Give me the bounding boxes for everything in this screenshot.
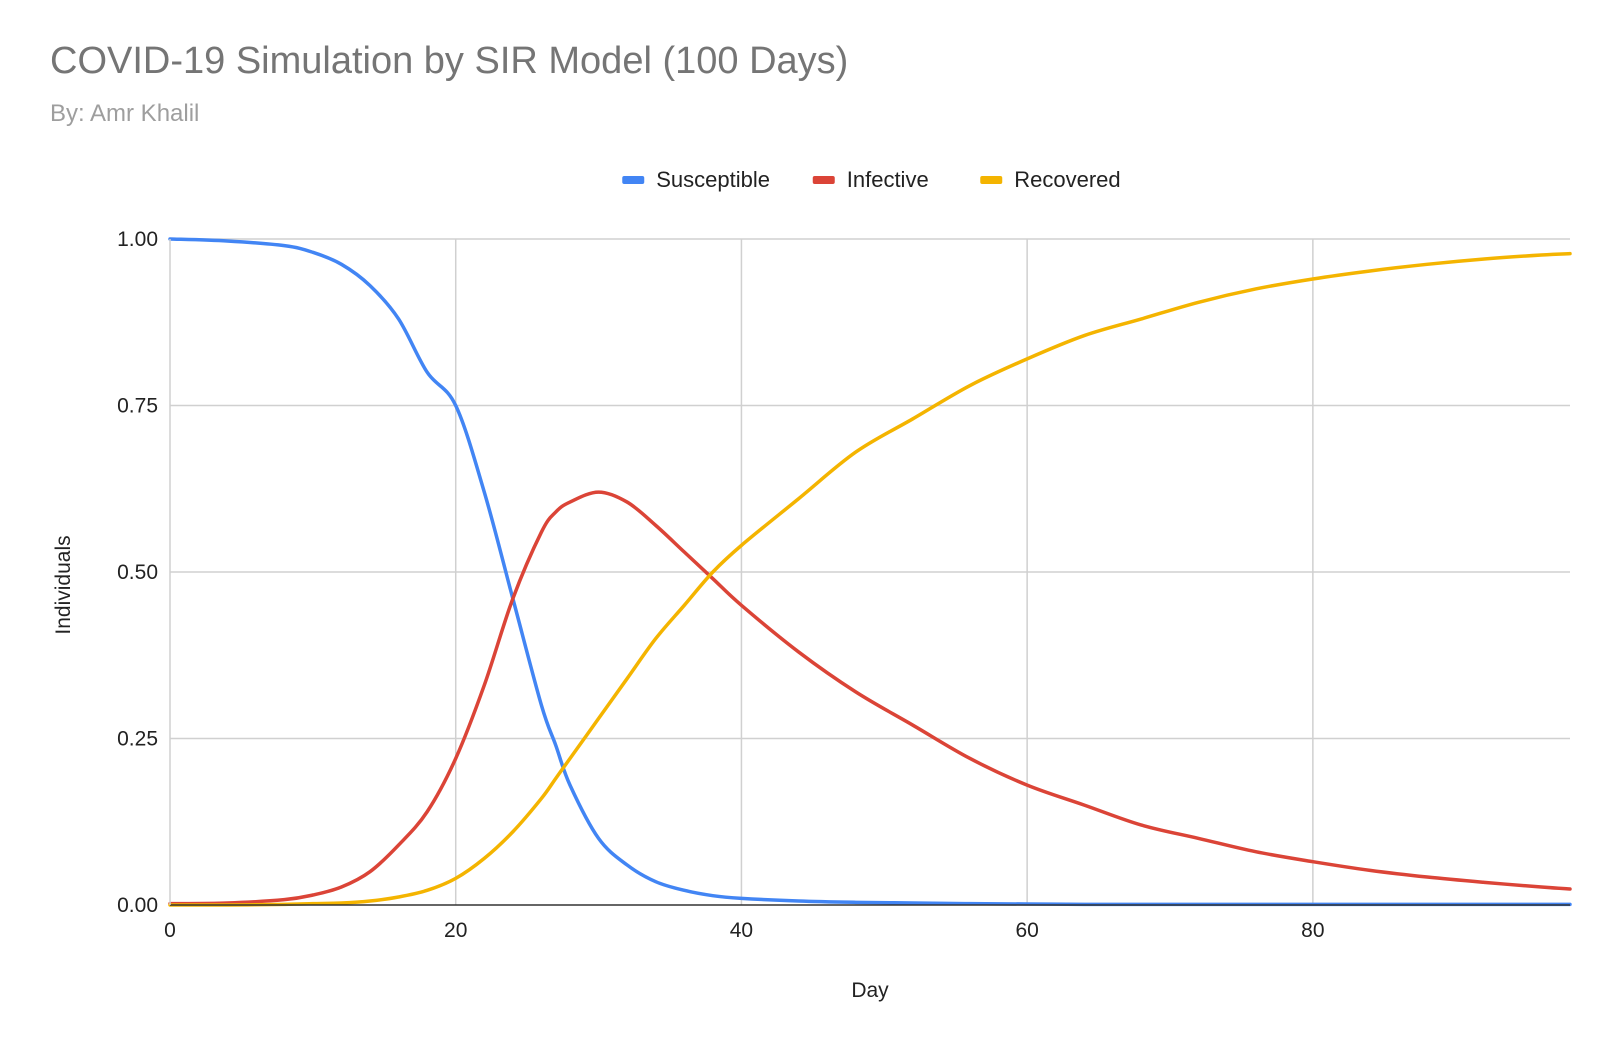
series-line-infective: [168, 490, 1572, 906]
y-tick-label: 0.00: [117, 894, 158, 917]
y-axis-title: Individuals: [52, 535, 75, 634]
y-tick-label: 0.75: [117, 395, 158, 418]
legend-swatch: [812, 176, 835, 184]
series-line-recovered: [168, 251, 1572, 907]
y-tick-label: 0.25: [117, 728, 158, 751]
x-axis-title: Day: [851, 979, 889, 1002]
x-tick-label: 60: [1015, 919, 1038, 942]
axes: 0.00 0.25 0.50 0.75 1.00 0 20 40 60 80: [117, 228, 1570, 942]
legend-label: Infective: [847, 167, 929, 192]
legend-swatch: [980, 176, 1003, 184]
legend-item-susceptible: Susceptible: [622, 167, 770, 192]
legend-label: Recovered: [1014, 167, 1120, 192]
legend-item-infective: Infective: [812, 167, 929, 192]
x-tick-label: 20: [444, 919, 467, 942]
y-tick-label: 0.50: [117, 561, 158, 584]
x-tick-label: 40: [730, 919, 753, 942]
x-tick-label: 0: [164, 919, 176, 942]
y-tick-label: 1.00: [117, 228, 158, 251]
chart-title: COVID-19 Simulation by SIR Model (100 Da…: [50, 40, 849, 82]
chart-subtitle: By: Amr Khalil: [50, 100, 200, 127]
x-tick-label: 80: [1301, 919, 1324, 942]
grid: [170, 238, 1570, 905]
legend-label: Susceptible: [656, 167, 770, 192]
legend-swatch: [622, 176, 645, 184]
legend-item-recovered: Recovered: [980, 167, 1121, 192]
legend: Susceptible Infective Recovered: [622, 167, 1121, 192]
